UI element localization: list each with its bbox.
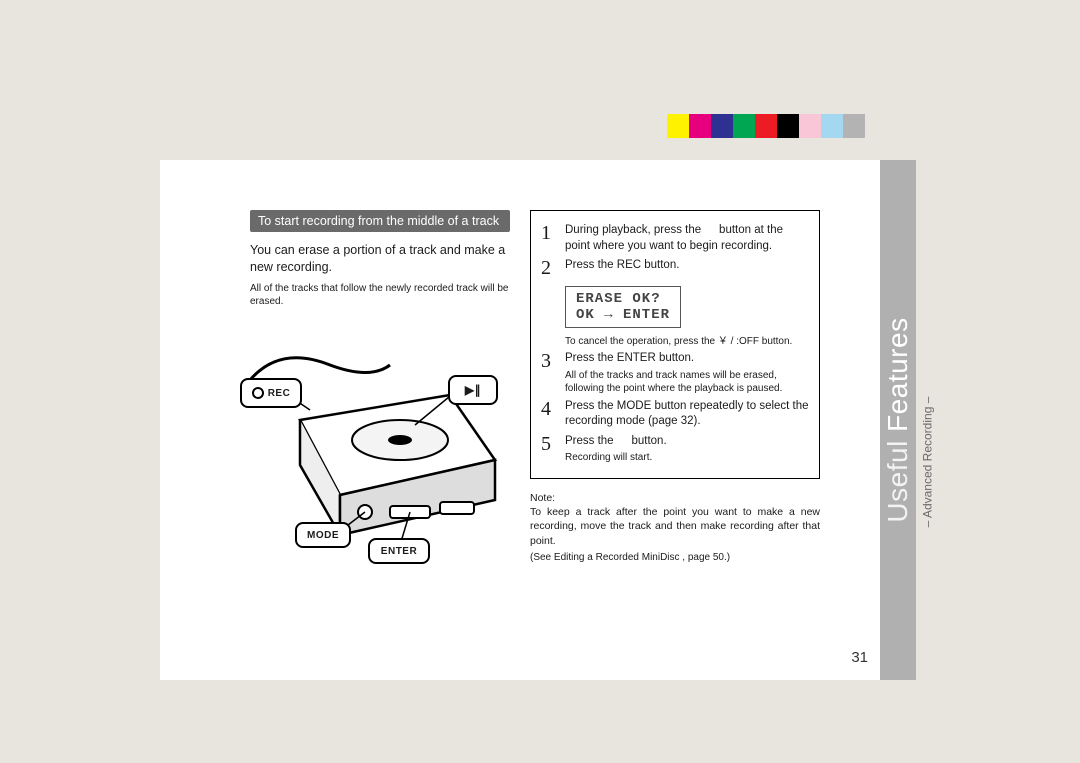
chapter-title: Useful Features	[882, 317, 914, 522]
step-4-number: 4	[541, 399, 557, 430]
note-label: Note:	[530, 492, 555, 504]
note-see: (See Editing a Recorded MiniDisc , page …	[530, 552, 820, 563]
step-3-number: 3	[541, 351, 557, 395]
colorbar-swatch	[821, 114, 843, 138]
colorbar-swatch	[689, 114, 711, 138]
colorbar-swatch	[799, 114, 821, 138]
device-illustration: REC ▶∥ MODE ENTER	[240, 340, 520, 570]
intro-fineprint: All of the tracks that follow the newly …	[250, 282, 510, 308]
colorbar-swatch	[711, 114, 733, 138]
step-5-number: 5	[541, 434, 557, 465]
manual-page: To start recording from the middle of a …	[0, 0, 1080, 763]
step-1-text: During playback, press the button at the…	[565, 223, 809, 254]
step-4-text: Press the MODE button repeatedly to sele…	[565, 399, 809, 430]
lcd-line-1: ERASE OK?	[576, 291, 670, 307]
colorbar-swatch	[667, 114, 689, 138]
page-body: To start recording from the middle of a …	[160, 160, 880, 680]
section-header: To start recording from the middle of a …	[250, 210, 510, 232]
chapter-tab: Useful Features – Advanced Recording –	[880, 160, 916, 680]
chapter-title-bold: Features	[882, 317, 913, 432]
play-pause-icon: ▶∥	[465, 383, 481, 397]
colorbar-swatch	[755, 114, 777, 138]
page-number: 31	[851, 649, 868, 666]
callout-enter: ENTER	[368, 538, 430, 564]
intro-text: You can erase a portion of a track and m…	[250, 242, 510, 276]
step-5: 5 Press the button. Recording will start…	[541, 434, 809, 465]
print-colorbar	[0, 114, 1080, 138]
step-3-text: Press the ENTER button. All of the track…	[565, 351, 809, 395]
colorbar-swatch	[733, 114, 755, 138]
step-1: 1 During playback, press the button at t…	[541, 223, 809, 254]
lcd-display: ERASE OK? OK → ENTER	[565, 286, 681, 328]
step-3: 3 Press the ENTER button. All of the tra…	[541, 351, 809, 395]
step-2-cancel: To cancel the operation, press the ￥ / :…	[565, 332, 809, 347]
step-3-sub: All of the tracks and track names will b…	[565, 369, 809, 395]
left-column: To start recording from the middle of a …	[250, 210, 510, 308]
step-5-sub: Recording will start.	[565, 451, 667, 464]
step-2: 2 Press the REC button.	[541, 258, 809, 278]
chapter-subtitle: – Advanced Recording –	[920, 396, 934, 527]
step-5-text: Press the button. Recording will start.	[565, 434, 667, 465]
step-2-number: 2	[541, 258, 557, 278]
colorbar-swatch	[777, 114, 799, 138]
step-4: 4 Press the MODE button repeatedly to se…	[541, 399, 809, 430]
callout-mode: MODE	[295, 522, 351, 548]
note-body: To keep a track after the point you want…	[530, 505, 820, 548]
chapter-title-thin: Useful	[882, 440, 913, 522]
callout-rec: REC	[240, 378, 302, 408]
note-block: Note: To keep a track after the point yo…	[530, 491, 820, 548]
rec-dot-icon	[252, 387, 264, 399]
callout-rec-label: REC	[268, 388, 291, 399]
step-1-number: 1	[541, 223, 557, 254]
step-2-text: Press the REC button.	[565, 258, 679, 278]
colorbar-swatch	[843, 114, 865, 138]
right-column: 1 During playback, press the button at t…	[530, 210, 820, 563]
lcd-line-2: OK → ENTER	[576, 307, 670, 323]
callout-playpause: ▶∥	[448, 375, 498, 405]
steps-box: 1 During playback, press the button at t…	[530, 210, 820, 479]
